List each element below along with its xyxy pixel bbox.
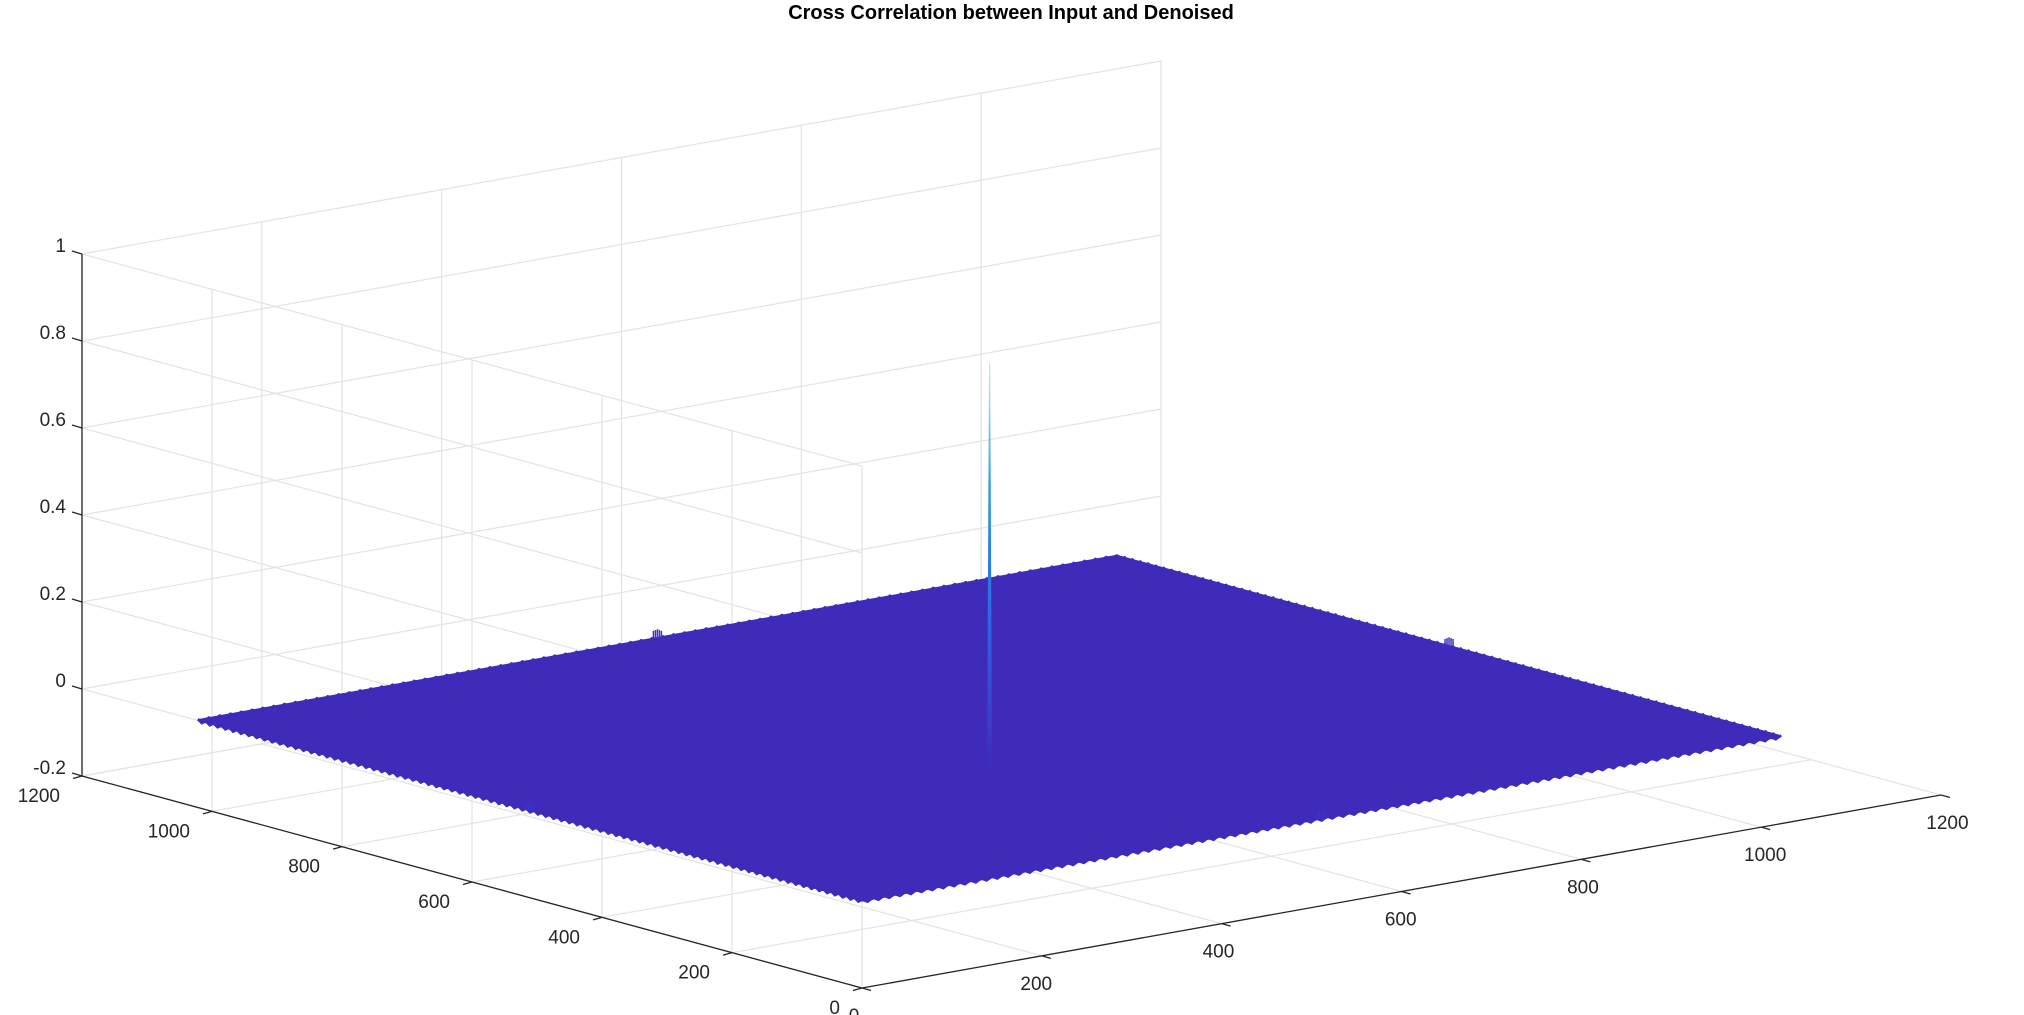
back-wall-gridline-horizontal bbox=[81, 60, 1162, 255]
x-tick-label: 400 bbox=[1203, 942, 1235, 963]
tick-labels: 0 200 400 600 800 1000 1200 0 200 400 600 800 1000 12… bbox=[18, 236, 1969, 1015]
y-tick-label: 600 bbox=[418, 892, 450, 913]
surface-edge bbox=[197, 718, 863, 904]
y-tick-label: 0 bbox=[829, 998, 840, 1015]
y-tick-mark bbox=[72, 775, 83, 780]
x-tick-mark bbox=[861, 987, 872, 992]
surface-edge-ripples bbox=[197, 554, 1782, 904]
x-tick-mark bbox=[1401, 890, 1411, 895]
surface-edge bbox=[1116, 554, 1782, 739]
x-tick-label: 800 bbox=[1567, 877, 1599, 898]
back-wall-gridline-horizontal bbox=[81, 147, 1162, 342]
y-tick-label: 1000 bbox=[148, 821, 190, 842]
x-tick-mark bbox=[1760, 826, 1771, 831]
y-tick-label: 400 bbox=[548, 927, 580, 948]
x-tick-mark bbox=[1581, 858, 1591, 863]
z-tick-mark bbox=[71, 424, 83, 429]
surface-edge bbox=[197, 554, 1118, 723]
z-tick-label: 0.6 bbox=[40, 410, 66, 431]
y-tick-mark bbox=[332, 846, 343, 850]
x-tick-label: 200 bbox=[1020, 974, 1052, 995]
z-tick-mark bbox=[71, 250, 83, 255]
side-wall-gridline-horizontal bbox=[81, 340, 863, 554]
y-tick-label: 200 bbox=[678, 963, 710, 984]
z-tick-label: -0.2 bbox=[33, 758, 66, 779]
surface-bump bbox=[652, 629, 663, 638]
back-wall-gridline-horizontal bbox=[81, 408, 1162, 603]
z-tick-mark bbox=[71, 685, 83, 690]
surface-bump bbox=[1316, 809, 1327, 819]
back-wall-gridline-horizontal bbox=[81, 495, 1162, 690]
y-tick-label: 800 bbox=[288, 857, 320, 878]
chart-title: Cross Correlation between Input and Deno… bbox=[788, 2, 1234, 24]
x-tick-mark bbox=[1041, 955, 1052, 959]
surface-edge bbox=[861, 734, 1782, 904]
y-tick-label: 1200 bbox=[18, 786, 60, 807]
axes-layer bbox=[71, 250, 1951, 992]
back-wall-gridline-horizontal bbox=[81, 234, 1162, 429]
y-tick-mark bbox=[852, 987, 863, 992]
floor-gridline-y bbox=[731, 759, 1812, 954]
side-wall-gridline-horizontal bbox=[81, 253, 863, 467]
y-tick-mark bbox=[592, 916, 603, 921]
z-tick-label: 0.4 bbox=[40, 497, 67, 518]
x-tick-label: 0 bbox=[849, 1006, 860, 1015]
x-tick-label: 1000 bbox=[1744, 845, 1786, 866]
z-tick-label: 0 bbox=[55, 671, 66, 692]
x-tick-label: 600 bbox=[1385, 910, 1417, 931]
z-tick-label: 0.8 bbox=[40, 323, 66, 344]
back-wall-gridline-horizontal bbox=[81, 321, 1162, 516]
side-wall-gridline-horizontal bbox=[81, 427, 863, 641]
surface-layer bbox=[197, 362, 1782, 904]
y-tick-mark bbox=[462, 881, 473, 886]
x-tick-mark bbox=[1221, 923, 1231, 927]
surface-peak bbox=[987, 362, 993, 769]
z-tick-mark bbox=[71, 598, 83, 603]
z-tick-label: 1 bbox=[55, 236, 66, 257]
z-tick-label: 0.2 bbox=[40, 584, 66, 605]
x-tick-mark bbox=[1940, 794, 1951, 799]
z-tick-mark bbox=[71, 772, 83, 777]
surface-bump bbox=[1444, 637, 1454, 647]
x-tick-label: 1200 bbox=[1926, 813, 1968, 834]
z-tick-mark bbox=[71, 337, 83, 342]
surface-bump bbox=[525, 801, 535, 811]
y-tick-mark bbox=[722, 952, 733, 956]
z-tick-mark bbox=[71, 511, 83, 516]
y-tick-mark bbox=[202, 810, 213, 815]
